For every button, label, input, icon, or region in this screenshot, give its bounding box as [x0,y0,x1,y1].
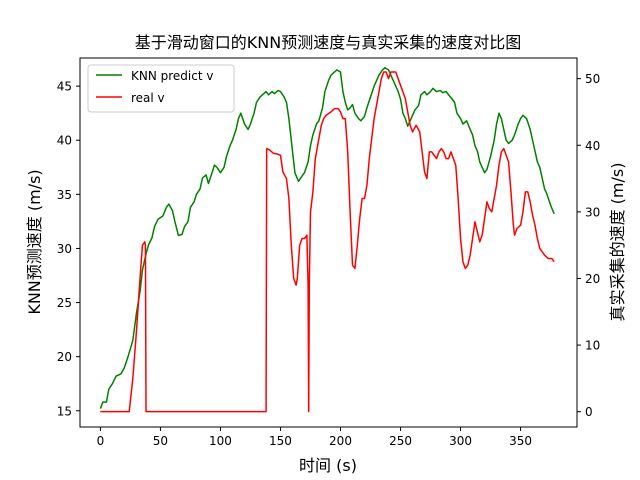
left-y-tick-label: 45 [57,80,72,94]
left-y-axis-label: KNN预测速度 (m/s) [25,169,44,314]
right-y-tick-label: 40 [585,139,600,153]
plot-frame [79,57,578,428]
right-y-tick-label: 30 [585,205,600,219]
x-tick-label: 300 [449,434,472,448]
x-tick-label: 350 [509,434,532,448]
left-y-tick-label: 40 [57,134,72,148]
plot-lines [99,66,555,413]
right-y-tick-label: 20 [585,272,600,286]
series-line-knn-predict [99,66,555,409]
x-tick-label: 0 [97,434,105,448]
x-axis-label: 时间 (s) [299,456,357,475]
right-y-tick-label: 50 [585,72,600,86]
left-y-tick-label: 30 [57,242,72,256]
x-tick-label: 150 [269,434,292,448]
x-tick-label: 50 [153,434,168,448]
x-tick-label: 250 [389,434,412,448]
legend: KNN predict v real v [87,64,235,113]
x-tick-label: 100 [209,434,232,448]
chart-title: 基于滑动窗口的KNN预测速度与真实采集的速度对比图 [135,33,521,52]
left-y-tick-label: 15 [57,404,72,418]
right-y-axis-ticks: 0 10 20 30 40 50 [577,72,600,419]
left-y-axis-ticks: 15 20 25 30 35 40 45 [57,80,80,418]
legend-label-real: real v [131,91,165,105]
series-line-real [100,71,555,413]
legend-label-knn: KNN predict v [131,69,213,83]
right-y-tick-label: 10 [585,339,600,353]
left-y-tick-label: 35 [57,188,72,202]
left-y-tick-label: 25 [57,296,72,310]
right-y-tick-label: 0 [585,405,593,419]
left-y-tick-label: 20 [57,350,72,364]
x-tick-label: 200 [329,434,352,448]
right-y-axis-label: 真实采集的速度 (m/s) [608,163,627,322]
x-axis-ticks: 0 50 100 150 200 250 300 350 [97,427,532,448]
legend-box [87,64,235,113]
